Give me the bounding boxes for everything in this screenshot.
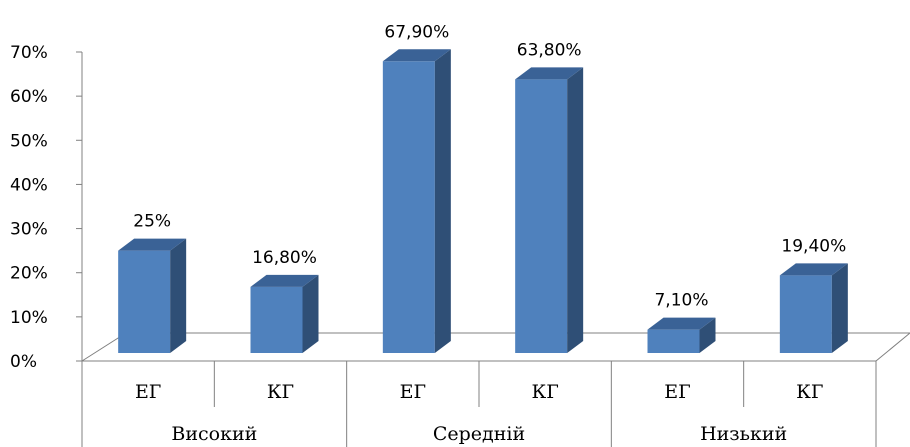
data-label: 25% [133, 212, 171, 232]
data-label: 16,80% [252, 248, 317, 268]
bar-top [515, 67, 584, 80]
y-tick-label: 0% [10, 352, 37, 372]
bar-category-label: КГ [532, 381, 559, 403]
bar-top [250, 274, 319, 287]
x-axis-categories: Високий ЕГ КГ Середній ЕГ КГ Низький ЕГ КГ [81, 360, 877, 447]
bar-top [382, 49, 451, 62]
bar-front [118, 250, 171, 353]
bar-side [567, 67, 584, 354]
data-label: 7,10% [654, 291, 708, 311]
bar-side [170, 238, 187, 353]
bar-top [118, 238, 187, 251]
data-label: 67,90% [384, 22, 449, 42]
bar-side [699, 317, 716, 353]
bar-front [647, 329, 700, 353]
bar-category-label: ЕГ [400, 381, 426, 403]
data-label: 63,80% [517, 40, 582, 60]
y-tick-label: 40% [10, 175, 48, 195]
bars [118, 49, 848, 354]
y-axis: 0% 10% 20% 30% 40% 50% 60% 70% [10, 43, 83, 372]
bar-front [515, 79, 568, 354]
bar-front [779, 275, 832, 353]
group-label: Високий [171, 423, 257, 445]
bar-front [382, 61, 435, 354]
y-tick-label: 10% [10, 308, 48, 328]
y-tick-label: 70% [10, 43, 48, 63]
bar-side [434, 49, 451, 354]
bar-category-label: КГ [267, 381, 294, 403]
bar-top [647, 317, 716, 330]
bar-category-label: ЕГ [664, 381, 690, 403]
group-label: Середній [433, 423, 525, 445]
data-labels: 25% 16,80% 67,90% 63,80% 7,10% 19,40% [133, 22, 846, 310]
y-tick-label: 30% [10, 220, 48, 240]
bar-top [779, 263, 848, 276]
bar-category-label: ЕГ [135, 381, 161, 403]
bar-category-label: КГ [796, 381, 823, 403]
y-tick-label: 60% [10, 87, 48, 107]
group-label: Низький [700, 423, 787, 445]
data-label: 19,40% [781, 236, 846, 256]
bar-side [831, 263, 848, 353]
bar-front [250, 286, 303, 353]
y-tick-label: 50% [10, 131, 48, 151]
y-tick-label: 20% [10, 264, 48, 284]
bar-side [302, 274, 319, 353]
